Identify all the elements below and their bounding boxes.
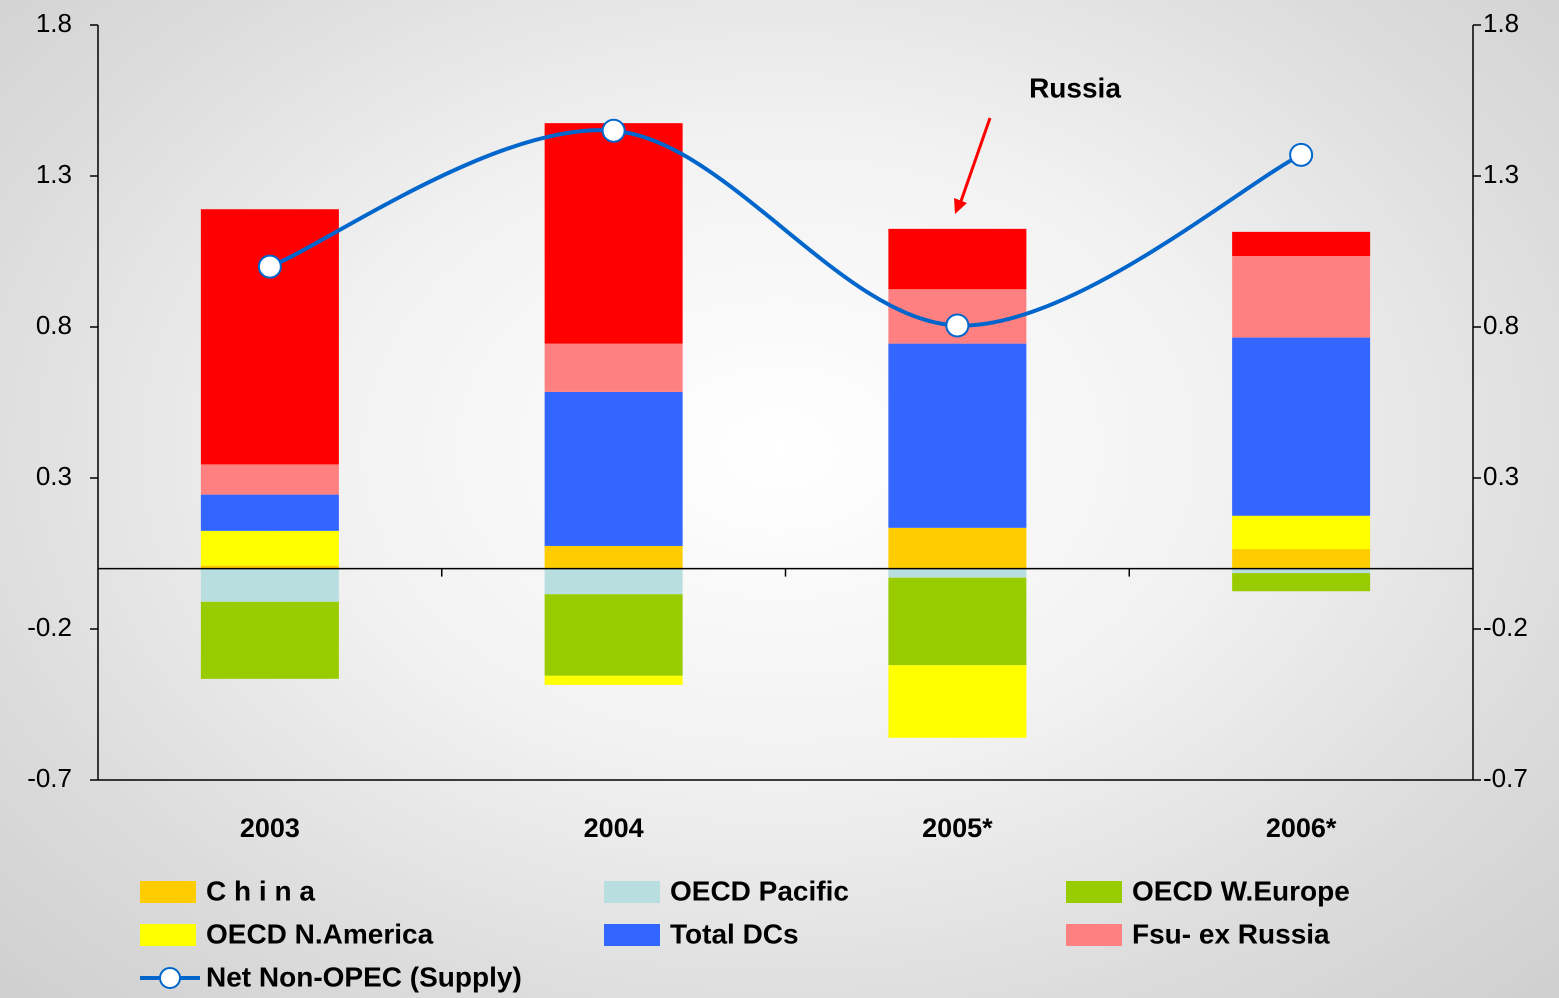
x-tick-label: 2006* — [1266, 813, 1337, 843]
bar-segment — [544, 123, 683, 344]
legend-label: OECD Pacific — [670, 875, 849, 906]
y2-tick-label: -0.2 — [1483, 612, 1528, 642]
y2-tick-label: 0.3 — [1483, 461, 1519, 491]
annotation-arrow — [958, 117, 992, 205]
bar-segment — [888, 527, 1027, 569]
bar-segment — [544, 391, 683, 546]
line-marker — [257, 254, 282, 279]
bar-segment — [888, 343, 1027, 528]
legend-swatch — [604, 881, 660, 903]
bar-segment — [544, 594, 683, 676]
legend-label: Net Non-OPEC (Supply) — [206, 961, 522, 992]
y-tick-label: 1.3 — [36, 159, 72, 189]
legend-swatch — [1066, 881, 1122, 903]
legend-marker — [159, 967, 181, 989]
bar-segment — [200, 530, 339, 566]
bar-segment — [200, 568, 339, 602]
bar-segment — [888, 568, 1027, 578]
y-tick-label: 0.3 — [36, 461, 72, 491]
bar-segment — [888, 665, 1027, 738]
legend-swatch — [604, 924, 660, 946]
bar-segment — [200, 601, 339, 679]
line-marker — [1289, 142, 1314, 167]
legend-label: OECD N.America — [206, 918, 434, 949]
legend-label: OECD W.Europe — [1132, 875, 1350, 906]
annotation-arrowhead — [954, 198, 967, 214]
legend-swatch — [140, 924, 196, 946]
y-tick-label: -0.7 — [27, 763, 72, 793]
bar-segment — [1232, 337, 1371, 516]
y2-tick-label: 1.3 — [1483, 159, 1519, 189]
bar-segment — [1232, 573, 1371, 592]
y2-tick-label: 1.8 — [1483, 8, 1519, 38]
bar-segment — [1232, 515, 1371, 549]
bar-segment — [200, 565, 339, 569]
y2-tick-label: -0.7 — [1483, 763, 1528, 793]
y2-tick-label: 0.8 — [1483, 310, 1519, 340]
x-tick-label: 2004 — [584, 813, 644, 843]
bar-segment — [1232, 548, 1371, 569]
bar-segment — [200, 494, 339, 531]
line-marker — [601, 118, 626, 143]
line-marker — [945, 313, 970, 338]
legend-swatch — [140, 881, 196, 903]
legend-swatch — [1066, 924, 1122, 946]
y-tick-label: 1.8 — [36, 8, 72, 38]
bar-segment — [1232, 256, 1371, 338]
x-tick-label: 2005* — [922, 813, 993, 843]
bar-segment — [544, 568, 683, 595]
y-tick-label: -0.2 — [27, 612, 72, 642]
bar-segment — [888, 228, 1027, 290]
bar-segment — [200, 209, 339, 465]
bar-segment — [544, 675, 683, 685]
annotation: Russia — [1029, 72, 1121, 103]
x-tick-label: 2003 — [240, 813, 300, 843]
y-tick-label: 0.8 — [36, 310, 72, 340]
bar-segment — [200, 464, 339, 495]
bar-segment — [544, 343, 683, 392]
bar-segment — [888, 577, 1027, 666]
bar-segment — [544, 545, 683, 569]
legend-label: C h i n a — [206, 875, 315, 906]
legend-label: Fsu- ex Russia — [1132, 918, 1330, 949]
bar-segment — [1232, 231, 1371, 257]
legend-label: Total DCs — [670, 918, 799, 949]
line — [269, 128, 1303, 328]
bar-segment — [1232, 568, 1371, 574]
